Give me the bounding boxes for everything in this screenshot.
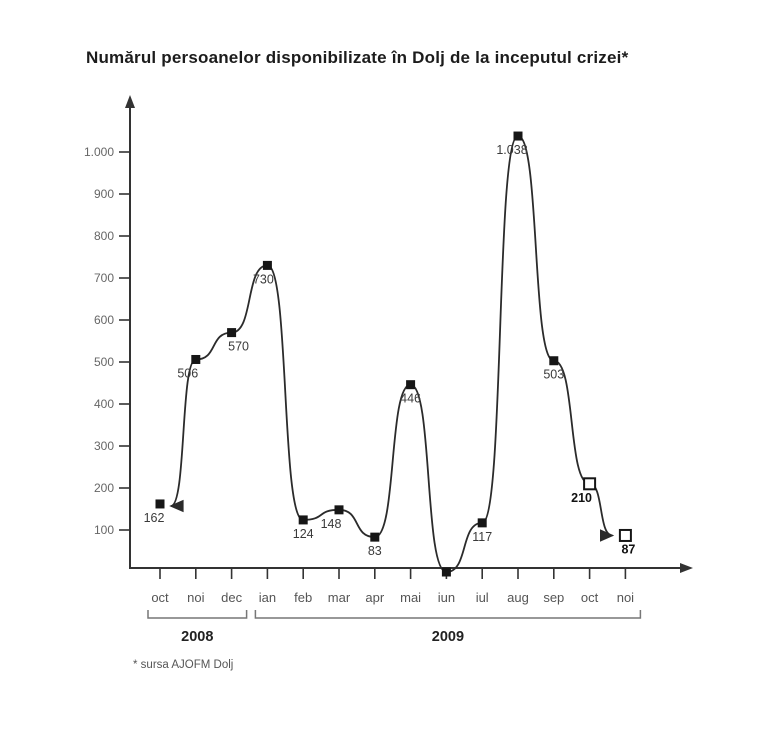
y-tick-label: 600 bbox=[94, 313, 114, 327]
year-label: 2008 bbox=[181, 629, 213, 645]
y-tick-label: 700 bbox=[94, 271, 114, 285]
x-tick-label: dec bbox=[221, 590, 242, 605]
y-tick-label: 400 bbox=[94, 397, 114, 411]
y-tick-label: 1.000 bbox=[84, 145, 114, 159]
data-point-label: 446 bbox=[400, 392, 421, 406]
x-tick-label: iun bbox=[438, 590, 455, 605]
x-tick-label: feb bbox=[294, 590, 312, 605]
x-tick-label: sep bbox=[543, 590, 564, 605]
data-series-line bbox=[169, 135, 615, 573]
data-point-label: 570 bbox=[228, 340, 249, 354]
y-tick-label: 500 bbox=[94, 355, 114, 369]
data-point-label: 210 bbox=[571, 491, 592, 505]
x-tick-label: mar bbox=[328, 590, 351, 605]
data-point-marker bbox=[370, 532, 380, 542]
data-point-marker bbox=[262, 260, 272, 270]
data-point-marker bbox=[513, 131, 523, 141]
x-tick-label: oct bbox=[581, 590, 599, 605]
axes bbox=[125, 95, 693, 573]
y-tick-label: 300 bbox=[94, 439, 114, 453]
data-point-marker bbox=[191, 354, 201, 364]
data-point-marker-open bbox=[583, 477, 597, 491]
y-tick-label: 900 bbox=[94, 187, 114, 201]
data-point-label: 117 bbox=[472, 530, 492, 544]
x-tick-label: iul bbox=[476, 590, 489, 605]
data-point-label: 503 bbox=[543, 368, 564, 382]
data-point-label: 124 bbox=[293, 527, 314, 541]
year-brackets: 2008 2009 bbox=[147, 610, 642, 645]
source-footnote: * sursa AJOFM Dolj bbox=[133, 659, 234, 671]
y-tick-label: 800 bbox=[94, 229, 114, 243]
data-point-label: 506 bbox=[177, 366, 198, 380]
data-point-label: 83 bbox=[368, 544, 382, 558]
x-tick-label: aug bbox=[507, 590, 529, 605]
data-point-label: 730 bbox=[253, 272, 274, 286]
data-point-marker bbox=[549, 356, 559, 366]
data-point-marker bbox=[406, 380, 416, 390]
data-point-label: 148 bbox=[321, 517, 342, 531]
data-point-marker-open bbox=[618, 528, 632, 542]
data-point-marker bbox=[298, 515, 308, 525]
data-point-label: 87 bbox=[621, 542, 635, 556]
data-point-label: 162 bbox=[144, 511, 165, 525]
y-axis-arrow-icon bbox=[125, 95, 135, 108]
y-axis-ticks: 100 200 300 400 500 600 700 800 900 1.000 bbox=[84, 145, 131, 537]
x-tick-label: noi bbox=[617, 590, 634, 605]
data-point-markers bbox=[155, 131, 632, 577]
data-point-labels: 162 506 570 730 124 148 83 446 117 1.038 503 210 87 bbox=[144, 143, 636, 558]
data-point-marker bbox=[477, 518, 487, 528]
data-point-label: 1.038 bbox=[496, 143, 527, 157]
y-tick-label: 100 bbox=[94, 523, 114, 537]
x-tick-label: ian bbox=[259, 590, 276, 605]
data-point-marker bbox=[334, 505, 344, 515]
x-tick-label: noi bbox=[187, 590, 204, 605]
chart-title: Numărul persoanelor disponibilizate în D… bbox=[86, 48, 629, 67]
year-label: 2009 bbox=[432, 629, 464, 645]
x-tick-label: apr bbox=[365, 590, 384, 605]
x-axis-ticks: oct noi dec ian feb mar apr mai iun iul aug sep oct n… bbox=[151, 568, 634, 605]
x-axis-arrow-icon bbox=[680, 563, 693, 573]
year-bracket bbox=[254, 610, 642, 619]
year-bracket bbox=[147, 610, 248, 619]
data-point-marker bbox=[441, 567, 451, 577]
data-point-marker bbox=[155, 499, 165, 509]
data-point-marker bbox=[227, 328, 237, 338]
y-tick-label: 200 bbox=[94, 481, 114, 495]
x-tick-label: oct bbox=[151, 590, 169, 605]
x-tick-label: mai bbox=[400, 590, 421, 605]
